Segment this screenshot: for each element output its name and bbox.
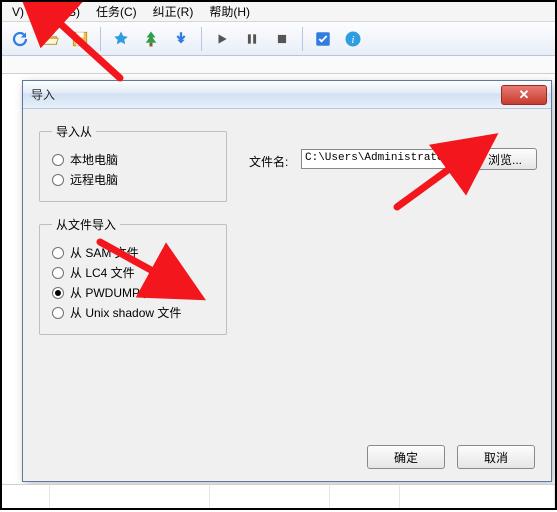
import-from-option-0[interactable]: 本地电脑: [52, 151, 214, 168]
play-icon[interactable]: [208, 25, 236, 53]
radio-icon: [52, 174, 64, 186]
folder-open-icon[interactable]: [36, 25, 64, 53]
menu-v[interactable]: V): [6, 3, 30, 21]
browse-button[interactable]: 浏览...: [473, 148, 537, 170]
radio-label: 本地电脑: [70, 151, 118, 168]
dialog-title: 导入: [31, 86, 55, 103]
import-dialog: 导入 ✕ 导入从 本地电脑远程电脑 从文件导入 从 SAM 文件从 LC4 文件…: [22, 80, 552, 482]
radio-label: 从 SAM 文件: [70, 244, 139, 261]
dialog-titlebar: 导入 ✕: [23, 81, 551, 109]
radio-icon: [52, 267, 64, 279]
settings-icon[interactable]: [309, 25, 337, 53]
menu-task[interactable]: 任务(C): [90, 1, 143, 22]
radio-icon: [52, 154, 64, 166]
dialog-body: 导入从 本地电脑远程电脑 从文件导入 从 SAM 文件从 LC4 文件从 PWD…: [23, 109, 551, 481]
toolbar: i: [2, 22, 555, 56]
import-from-option-1[interactable]: 远程电脑: [52, 171, 214, 188]
tree-icon[interactable]: [137, 25, 165, 53]
file-name-label: 文件名:: [249, 153, 288, 170]
download-icon[interactable]: [167, 25, 195, 53]
refresh-icon[interactable]: [6, 25, 34, 53]
dialog-buttons: 确定 取消: [367, 445, 535, 469]
file-name-input[interactable]: C:\Users\Administrator\Deskto: [301, 149, 469, 169]
group-import-file: 从文件导入 从 SAM 文件从 LC4 文件从 PWDUMP 文件从 Unix …: [39, 216, 227, 335]
pause-icon[interactable]: [238, 25, 266, 53]
toolbar-spacer: [2, 56, 555, 74]
radio-icon: [52, 307, 64, 319]
radio-label: 从 LC4 文件: [70, 264, 135, 281]
import-file-option-2[interactable]: 从 PWDUMP 文件: [52, 284, 214, 301]
radio-icon: [52, 287, 64, 299]
group-import-file-legend: 从文件导入: [52, 216, 120, 233]
menubar: V) 会话(S) 任务(C) 纠正(R) 帮助(H): [2, 2, 555, 22]
info-icon[interactable]: i: [339, 25, 367, 53]
radio-icon: [52, 247, 64, 259]
radio-label: 远程电脑: [70, 171, 118, 188]
close-button[interactable]: ✕: [501, 85, 547, 105]
import-file-option-1[interactable]: 从 LC4 文件: [52, 264, 214, 281]
group-import-from-legend: 导入从: [52, 123, 96, 140]
ok-button[interactable]: 确定: [367, 445, 445, 469]
svg-text:i: i: [352, 34, 355, 45]
stop-icon[interactable]: [268, 25, 296, 53]
import-file-option-3[interactable]: 从 Unix shadow 文件: [52, 304, 214, 321]
save-icon[interactable]: [66, 25, 94, 53]
import-file-option-0[interactable]: 从 SAM 文件: [52, 244, 214, 261]
menu-help[interactable]: 帮助(H): [203, 1, 256, 22]
cancel-button[interactable]: 取消: [457, 445, 535, 469]
menu-session[interactable]: 会话(S): [34, 1, 86, 22]
radio-label: 从 PWDUMP 文件: [70, 284, 167, 301]
group-import-from: 导入从 本地电脑远程电脑: [39, 123, 227, 202]
radio-label: 从 Unix shadow 文件: [70, 304, 181, 321]
wizard-icon[interactable]: [107, 25, 135, 53]
status-bar: [2, 484, 555, 508]
menu-correct[interactable]: 纠正(R): [147, 1, 200, 22]
